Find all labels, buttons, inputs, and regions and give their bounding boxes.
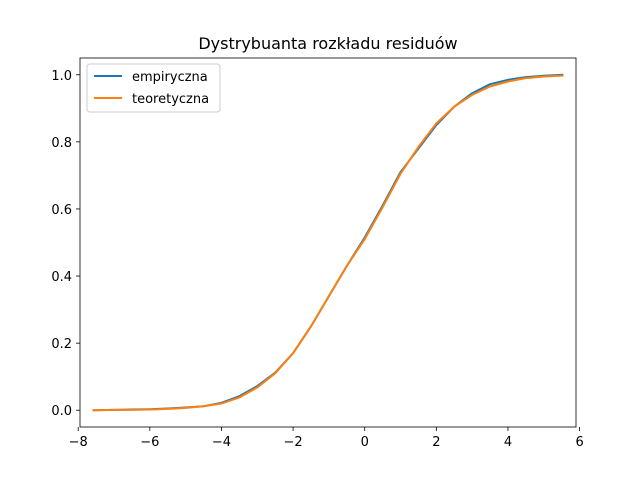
x-axis: −8 −6 −4 −2 0 2 4 6 (69, 427, 584, 450)
y-tick-label: 1.0 (51, 69, 72, 84)
y-tick-label: 0.0 (51, 404, 72, 419)
y-tick-label: 0.6 (51, 203, 72, 218)
y-tick-label: 0.2 (51, 337, 72, 352)
chart-title: Dystrybuanta rozkładu residuów (198, 34, 457, 53)
plot-frame (79, 57, 577, 428)
legend-label-2: teoretyczna (132, 92, 209, 107)
y-tick-label: 0.8 (51, 136, 72, 151)
series-line-2 (92, 74, 564, 412)
y-axis: 0.0 0.2 0.4 0.6 0.8 1.0 (51, 69, 80, 419)
x-tick-label: −4 (212, 435, 231, 450)
x-tick-label: 6 (575, 435, 583, 450)
x-tick-label: −2 (283, 435, 302, 450)
plot-area (79, 57, 577, 428)
series-layer (92, 73, 564, 412)
y-tick-label: 0.4 (51, 270, 72, 285)
x-tick-label: 0 (361, 435, 369, 450)
legend: empiryczna teoretyczna (86, 63, 221, 113)
x-tick-label: −6 (140, 435, 159, 450)
x-tick-label: 2 (432, 435, 440, 450)
x-tick-label: 4 (504, 435, 512, 450)
x-tick-label: −8 (69, 435, 88, 450)
legend-label-1: empiryczna (132, 70, 208, 85)
